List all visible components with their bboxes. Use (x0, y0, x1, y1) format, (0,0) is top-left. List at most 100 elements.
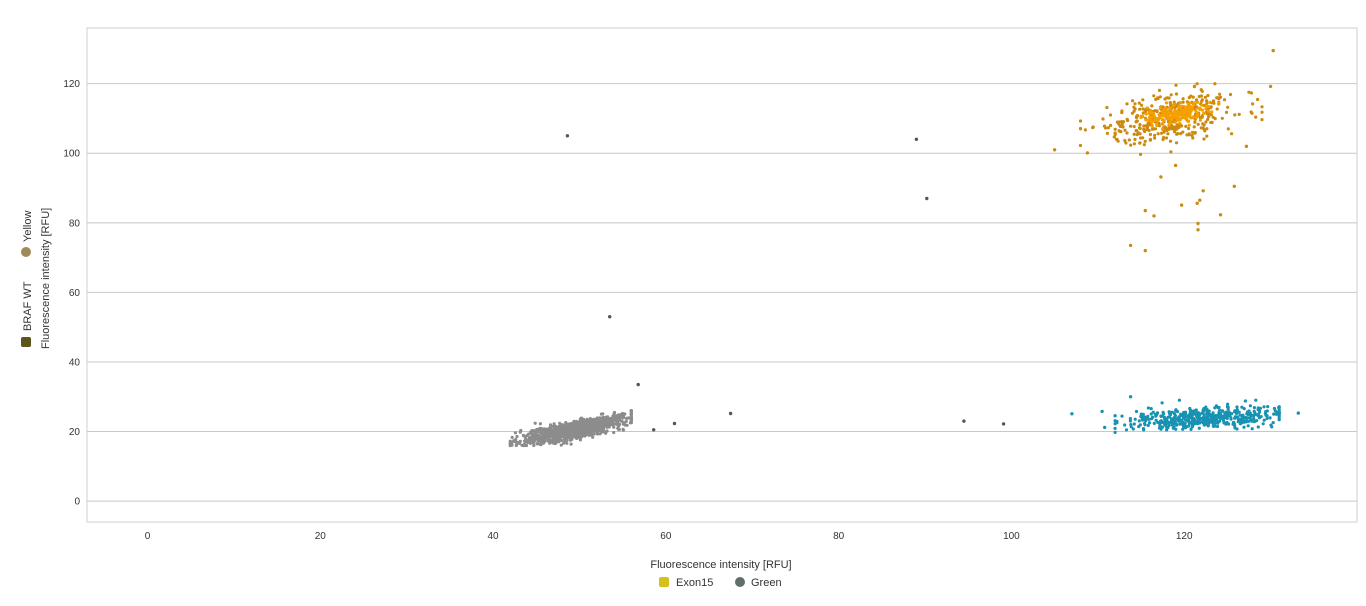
data-point (1178, 422, 1182, 426)
data-point (1117, 122, 1121, 126)
data-point (1218, 92, 1222, 96)
outlier-point (652, 428, 656, 432)
data-point (1137, 101, 1141, 105)
outlier-point (1143, 248, 1148, 253)
data-point (1202, 128, 1206, 132)
data-point (1151, 119, 1155, 123)
data-point (605, 415, 610, 419)
data-point (1141, 427, 1146, 431)
data-point (1196, 416, 1200, 420)
data-point (1171, 426, 1175, 430)
data-point (617, 424, 621, 428)
data-point (1160, 425, 1164, 429)
data-point (559, 429, 563, 433)
data-point (1179, 100, 1183, 105)
data-point (558, 421, 562, 425)
data-point (1192, 420, 1197, 424)
data-point (1141, 107, 1145, 111)
data-point (1226, 402, 1230, 406)
data-point (1123, 128, 1127, 132)
data-point (1168, 120, 1172, 124)
data-point (1190, 423, 1194, 427)
data-point (1145, 127, 1149, 132)
data-point (1252, 409, 1256, 413)
data-point (535, 427, 539, 432)
data-point (1201, 122, 1205, 126)
legend-exon15-label: Exon15 (676, 577, 713, 589)
data-point (1250, 427, 1254, 431)
data-point (1168, 139, 1173, 143)
data-point (1200, 103, 1204, 107)
data-point (1197, 426, 1201, 430)
data-point (1147, 421, 1152, 425)
data-point (1247, 90, 1251, 94)
data-point (537, 430, 541, 434)
data-point (1169, 150, 1173, 154)
data-point (1174, 408, 1178, 412)
data-point (1152, 114, 1156, 118)
outlier-point (565, 134, 570, 138)
data-point (1164, 136, 1169, 140)
data-point (1144, 118, 1148, 122)
data-point (1168, 111, 1172, 115)
data-point (1120, 111, 1124, 115)
data-point (1235, 405, 1239, 409)
data-point (1177, 105, 1181, 110)
data-point (1235, 415, 1239, 419)
data-point (1189, 427, 1193, 431)
data-point (1155, 109, 1159, 113)
outlier-point (1196, 228, 1200, 232)
data-point (629, 412, 633, 416)
data-point (1168, 413, 1172, 417)
data-point (1191, 116, 1195, 120)
outlier-point (962, 419, 966, 423)
data-point (1121, 120, 1126, 124)
data-point (1131, 99, 1135, 103)
data-point (539, 426, 543, 431)
data-point (1226, 127, 1230, 131)
data-point (1105, 105, 1109, 110)
data-point (1172, 416, 1176, 420)
y-tick-label: 40 (69, 357, 81, 368)
data-point (1164, 126, 1168, 130)
data-point (624, 419, 628, 423)
data-point (1236, 420, 1240, 424)
x-tick-label: 20 (315, 531, 327, 542)
grid-lines (87, 83, 1357, 502)
data-point (1168, 115, 1172, 119)
data-point (549, 425, 553, 429)
data-point (1191, 136, 1195, 140)
data-point (1246, 424, 1250, 428)
data-point (1256, 425, 1260, 429)
data-point (1197, 94, 1201, 99)
data-point (1238, 422, 1242, 426)
x-tick-label: 0 (145, 531, 151, 542)
data-point (1277, 408, 1281, 412)
data-point (1129, 124, 1133, 128)
data-point (1238, 417, 1242, 421)
data-point (1185, 133, 1189, 137)
x-tick-label: 120 (1176, 531, 1193, 542)
data-point (1148, 132, 1152, 137)
data-point (1179, 412, 1183, 416)
data-point (1193, 131, 1197, 135)
data-point (563, 435, 567, 439)
data-point (534, 434, 538, 438)
data-point (1133, 417, 1137, 421)
data-point (1134, 128, 1138, 133)
data-point (1123, 139, 1127, 143)
data-point (1211, 421, 1215, 425)
data-point (1161, 122, 1165, 126)
outlier-point (1218, 213, 1223, 217)
data-point (1109, 123, 1113, 127)
data-point (1151, 415, 1155, 419)
data-point (522, 442, 526, 447)
data-point (1133, 137, 1137, 141)
data-point (1124, 141, 1128, 145)
data-point (1143, 416, 1148, 421)
data-point (1162, 114, 1166, 118)
outlier-point (1268, 84, 1273, 89)
data-point (1155, 119, 1159, 123)
data-point (1169, 103, 1173, 107)
